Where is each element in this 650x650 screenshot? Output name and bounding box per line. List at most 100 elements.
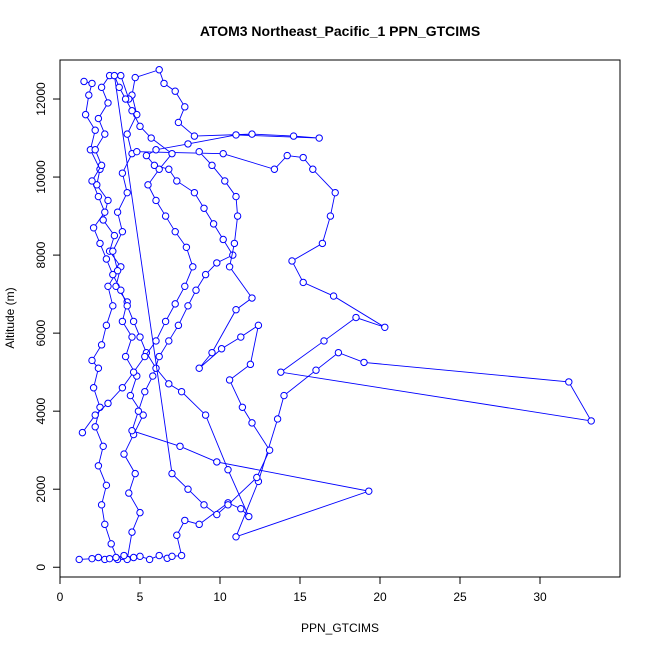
data-point xyxy=(94,364,103,372)
data-point xyxy=(177,387,186,396)
data-point xyxy=(184,302,192,310)
chart-title: ATOM3 Northeast_Pacific_1 PPN_GTCIMS xyxy=(200,23,480,39)
data-point xyxy=(165,337,173,345)
data-point xyxy=(334,348,343,357)
data-point xyxy=(94,114,103,123)
data-point xyxy=(104,399,112,408)
data-point xyxy=(109,270,117,279)
data-point xyxy=(161,212,170,220)
data-point xyxy=(217,345,226,353)
plot-frame xyxy=(59,59,621,578)
data-point xyxy=(107,540,115,548)
data-point xyxy=(117,286,125,294)
data-point xyxy=(208,161,216,170)
data-point xyxy=(209,220,218,228)
data-point xyxy=(117,71,125,80)
data-point xyxy=(120,551,128,560)
data-point xyxy=(91,146,99,154)
data-point xyxy=(381,323,389,331)
data-point xyxy=(174,321,183,330)
data-point xyxy=(147,134,155,142)
data-point xyxy=(270,165,279,173)
data-point xyxy=(201,411,210,419)
data-point xyxy=(171,87,179,95)
data-point xyxy=(224,501,232,509)
x-tick-label: 25 xyxy=(453,590,467,604)
y-tick-label: 6000 xyxy=(34,319,48,346)
data-point xyxy=(299,278,307,287)
data-point xyxy=(102,321,111,330)
data-point xyxy=(277,368,285,376)
data-point xyxy=(136,508,144,517)
data-point xyxy=(112,553,120,562)
data-point xyxy=(329,292,338,300)
data-point xyxy=(136,122,144,131)
data-point xyxy=(104,282,112,291)
data-point xyxy=(161,317,170,326)
data-point xyxy=(149,372,157,380)
data-point xyxy=(173,177,181,185)
data-point xyxy=(331,188,339,197)
data-point xyxy=(200,204,208,212)
data-point xyxy=(280,391,288,400)
data-point xyxy=(232,533,240,541)
data-point xyxy=(195,520,203,529)
data-point xyxy=(155,352,163,361)
data-point xyxy=(80,77,88,86)
data-point xyxy=(97,161,106,170)
x-axis-label: PPN_GTCIMS xyxy=(301,621,379,635)
data-point xyxy=(309,165,317,173)
y-axis-label: Altitude (m) xyxy=(3,287,17,348)
data-point xyxy=(224,465,232,474)
data-point xyxy=(141,352,149,361)
data-point xyxy=(78,428,87,437)
data-point xyxy=(174,118,183,127)
data-point xyxy=(109,302,117,310)
x-tick-label: 10 xyxy=(213,590,227,604)
data-point xyxy=(88,79,96,88)
data-point xyxy=(101,130,109,138)
data-point xyxy=(195,147,203,156)
data-point xyxy=(165,380,173,388)
data-point xyxy=(113,208,122,216)
data-point xyxy=(97,83,106,92)
data-point xyxy=(115,83,123,92)
data-point xyxy=(237,333,245,341)
data-point xyxy=(155,551,163,560)
data-point xyxy=(97,341,106,349)
data-point xyxy=(265,446,274,454)
y-tick-label: 10000 xyxy=(34,160,48,194)
data-point xyxy=(129,317,138,326)
data-point xyxy=(184,485,192,493)
data-point xyxy=(168,149,176,158)
data-point xyxy=(283,151,291,160)
data-point xyxy=(91,411,99,419)
data-point xyxy=(326,212,335,220)
series-group xyxy=(80,66,595,564)
data-point xyxy=(200,501,208,509)
x-tick-label: 30 xyxy=(533,590,547,604)
data-point xyxy=(101,208,109,216)
data-point xyxy=(221,177,229,185)
data-point xyxy=(182,243,191,251)
data-point xyxy=(123,130,131,138)
data-point xyxy=(123,302,131,310)
data-point xyxy=(96,403,104,411)
data-point xyxy=(237,505,245,513)
data-point xyxy=(213,259,221,267)
data-point xyxy=(75,555,83,564)
data-point xyxy=(320,337,328,345)
data-point xyxy=(360,358,368,367)
y-tick-label: 12000 xyxy=(34,82,48,116)
data-point xyxy=(129,553,138,562)
data-point xyxy=(89,224,98,232)
data-point xyxy=(109,247,117,255)
data-point xyxy=(248,130,256,138)
data-point xyxy=(232,192,240,201)
data-point xyxy=(190,132,199,140)
data-point xyxy=(105,554,114,563)
data-point xyxy=(94,553,103,562)
y-tick-label: 2000 xyxy=(34,476,48,503)
data-point xyxy=(254,321,263,330)
data-point xyxy=(225,376,234,384)
